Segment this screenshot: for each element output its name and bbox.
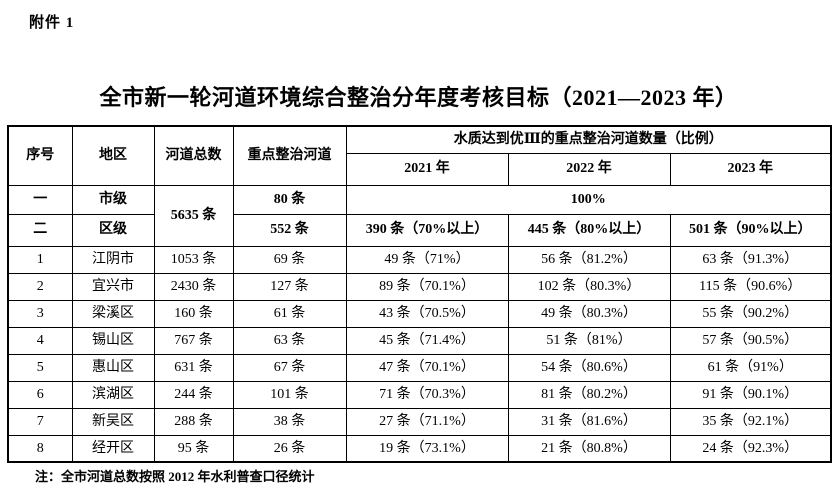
cell-seq: 7	[7, 407, 73, 436]
cell-2022: 445 条（80%以上）	[507, 213, 671, 247]
header-cell-key: 重点整治河道	[232, 125, 347, 186]
cell-region: 经开区	[71, 434, 155, 463]
page-title: 全市新一轮河道环境综合整治分年度考核目标（2021—2023 年）	[99, 85, 738, 110]
cell-2023: 24 条（92.3%）	[669, 434, 832, 463]
cell-2022: 102 条（80.3%）	[507, 272, 671, 301]
cell-total: 288 条	[153, 407, 234, 436]
cell-2023: 115 条（90.6%）	[669, 272, 832, 301]
table-header-row-2: 2021 年 2022 年 2023 年	[8, 152, 832, 186]
cell-total: 95 条	[153, 434, 234, 463]
cell-2021: 47 条（70.1%）	[345, 353, 509, 382]
table-row: 3 梁溪区 160 条 61 条 43 条（70.5%） 49 条（80.3%）…	[7, 299, 832, 328]
cell-region: 锡山区	[71, 326, 155, 355]
cell-2022: 56 条（81.2%）	[507, 245, 671, 274]
assessment-table: 序号 地区 河道总数 重点整治河道 水质达到优Ⅲ的重点整治河道数量（比例） 20…	[7, 125, 832, 463]
cell-2021: 27 条（71.1%）	[345, 407, 509, 436]
cell-2023: 63 条（91.3%）	[669, 245, 832, 274]
table-row: 7 新吴区 288 条 38 条 27 条（71.1%） 31 条（81.6%）…	[7, 407, 832, 436]
table-row: 1 江阴市 1053 条 69 条 49 条（71%） 56 条（81.2%） …	[7, 245, 832, 274]
cell-2023: 61 条（91%）	[669, 353, 832, 382]
cell-seq: 6	[7, 380, 73, 409]
cell-2021: 45 条（71.4%）	[345, 326, 509, 355]
header-cell-2022: 2022 年	[507, 152, 671, 186]
cell-key: 80 条	[232, 184, 347, 215]
footnote: 注：全市河道总数按照 2012 年水利普查口径统计	[35, 469, 315, 484]
table-header-row-1: 序号 地区 河道总数 重点整治河道 水质达到优Ⅲ的重点整治河道数量（比例）	[7, 125, 832, 186]
cell-seq: 5	[7, 353, 73, 382]
header-cell-2021: 2021 年	[345, 152, 509, 186]
cell-total: 1053 条	[153, 245, 234, 274]
cell-total-merged: 5635 条	[153, 184, 234, 247]
cell-key: 26 条	[232, 434, 347, 463]
cell-2022: 54 条（80.6%）	[507, 353, 671, 382]
cell-region: 新吴区	[71, 407, 155, 436]
cell-2021: 390 条（70%以上）	[345, 213, 509, 247]
table-row: 4 锡山区 767 条 63 条 45 条（71.4%） 51 条（81%） 5…	[7, 326, 832, 355]
cell-key: 67 条	[232, 353, 347, 382]
cell-key: 127 条	[232, 272, 347, 301]
cell-seq: 2	[7, 272, 73, 301]
cell-key: 101 条	[232, 380, 347, 409]
cell-2023: 91 条（90.1%）	[669, 380, 832, 409]
table-row: 5 惠山区 631 条 67 条 47 条（70.1%） 54 条（80.6%）…	[7, 353, 832, 382]
cell-region: 区级	[71, 213, 155, 247]
table-row: 2 宜兴市 2430 条 127 条 89 条（70.1%） 102 条（80.…	[7, 272, 832, 301]
cell-2021: 19 条（73.1%）	[345, 434, 509, 463]
cell-2022: 31 条（81.6%）	[507, 407, 671, 436]
cell-2022: 51 条（81%）	[507, 326, 671, 355]
cell-total: 767 条	[153, 326, 234, 355]
cell-region: 江阴市	[71, 245, 155, 274]
cell-2021: 89 条（70.1%）	[345, 272, 509, 301]
cell-region: 宜兴市	[71, 272, 155, 301]
cell-2022: 49 条（80.3%）	[507, 299, 671, 328]
summary-row-city: 一 市级 5635 条 80 条 100%	[7, 184, 832, 247]
header-cell-seq: 序号	[7, 125, 73, 186]
cell-2021: 49 条（71%）	[345, 245, 509, 274]
attachment-label: 附件 1	[29, 15, 75, 31]
cell-seq: 3	[7, 299, 73, 328]
cell-region: 市级	[71, 184, 155, 215]
cell-region: 惠山区	[71, 353, 155, 382]
cell-region: 滨湖区	[71, 380, 155, 409]
header-cell-region: 地区	[71, 125, 155, 186]
table-row: 6 滨湖区 244 条 101 条 71 条（70.3%） 81 条（80.2%…	[7, 380, 832, 409]
cell-2021: 71 条（70.3%）	[345, 380, 509, 409]
cell-region: 梁溪区	[71, 299, 155, 328]
cell-seq: 1	[7, 245, 73, 274]
summary-row-district: 二 区级 552 条 390 条（70%以上） 445 条（80%以上） 501…	[7, 213, 832, 247]
cell-seq: 4	[7, 326, 73, 355]
cell-2023: 501 条（90%以上）	[669, 213, 832, 247]
cell-2023: 35 条（92.1%）	[669, 407, 832, 436]
cell-2022: 81 条（80.2%）	[507, 380, 671, 409]
header-cell-quality-group: 水质达到优Ⅲ的重点整治河道数量（比例）	[345, 125, 832, 154]
cell-total: 244 条	[153, 380, 234, 409]
cell-seq: 二	[7, 213, 73, 247]
cell-total: 2430 条	[153, 272, 234, 301]
cell-merged-100: 100%	[345, 184, 832, 215]
cell-total: 160 条	[153, 299, 234, 328]
cell-key: 552 条	[232, 213, 347, 247]
cell-seq: 8	[7, 434, 73, 463]
cell-2022: 21 条（80.8%）	[507, 434, 671, 463]
cell-key: 61 条	[232, 299, 347, 328]
table-row: 8 经开区 95 条 26 条 19 条（73.1%） 21 条（80.8%） …	[7, 434, 832, 463]
cell-key: 69 条	[232, 245, 347, 274]
header-cell-2023: 2023 年	[669, 152, 832, 186]
cell-2023: 57 条（90.5%）	[669, 326, 832, 355]
header-cell-total: 河道总数	[153, 125, 234, 186]
cell-2023: 55 条（90.2%）	[669, 299, 832, 328]
cell-2021: 43 条（70.5%）	[345, 299, 509, 328]
cell-seq: 一	[7, 184, 73, 215]
cell-total: 631 条	[153, 353, 234, 382]
cell-key: 38 条	[232, 407, 347, 436]
cell-key: 63 条	[232, 326, 347, 355]
